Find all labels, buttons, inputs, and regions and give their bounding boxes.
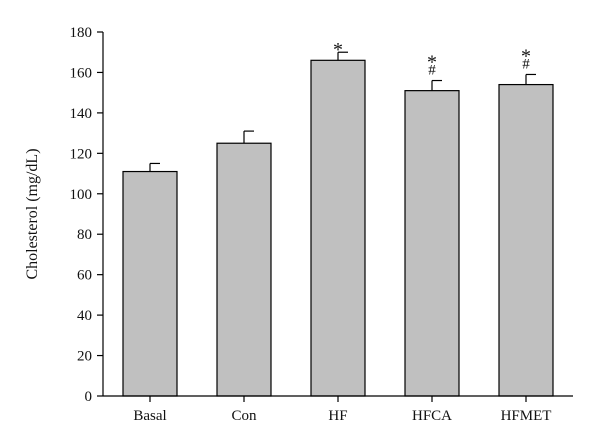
y-tick-label: 60 — [77, 268, 92, 284]
y-tick-label: 20 — [77, 349, 92, 365]
significance-hash-hfca: # — [428, 63, 436, 79]
y-tick-label: 0 — [85, 389, 93, 405]
bar-hf — [310, 59, 366, 397]
x-tick-label-basal: Basal — [133, 408, 166, 424]
y-tick-label: 100 — [70, 187, 93, 203]
y-tick-label: 160 — [70, 65, 93, 81]
bars-group — [122, 59, 554, 397]
error-bars-group — [149, 51, 536, 172]
significance-star-hfca: * — [427, 52, 437, 74]
significance-star-hf: * — [333, 39, 343, 61]
x-tick-label-hf: HF — [328, 408, 347, 424]
bar-con — [216, 142, 272, 397]
bar-basal — [122, 170, 178, 397]
bar-hfmet — [498, 83, 554, 397]
y-tick-label: 40 — [77, 308, 92, 324]
bar-hfca — [404, 90, 460, 397]
x-tick-label-hfca: HFCA — [412, 408, 452, 424]
significance-star-hfmet: * — [521, 45, 531, 67]
x-tick-label-hfmet: HFMET — [501, 408, 552, 424]
y-tick-label: 120 — [70, 146, 93, 162]
x-axis-ticks: Basal Con HF HFCA HFMET — [133, 396, 551, 424]
x-tick-label-con: Con — [231, 408, 257, 424]
y-tick-label: 140 — [70, 106, 93, 122]
y-axis-label: Cholesterol (mg/dL) — [24, 148, 41, 279]
y-tick-label: 80 — [77, 227, 92, 243]
y-axis-ticks: 0 20 40 60 80 100 120 140 160 180 — [70, 25, 103, 405]
significance-hash-hfmet: # — [522, 56, 530, 72]
significance-annotations: *#* #* — [333, 39, 531, 78]
y-tick-label: 180 — [70, 25, 93, 41]
